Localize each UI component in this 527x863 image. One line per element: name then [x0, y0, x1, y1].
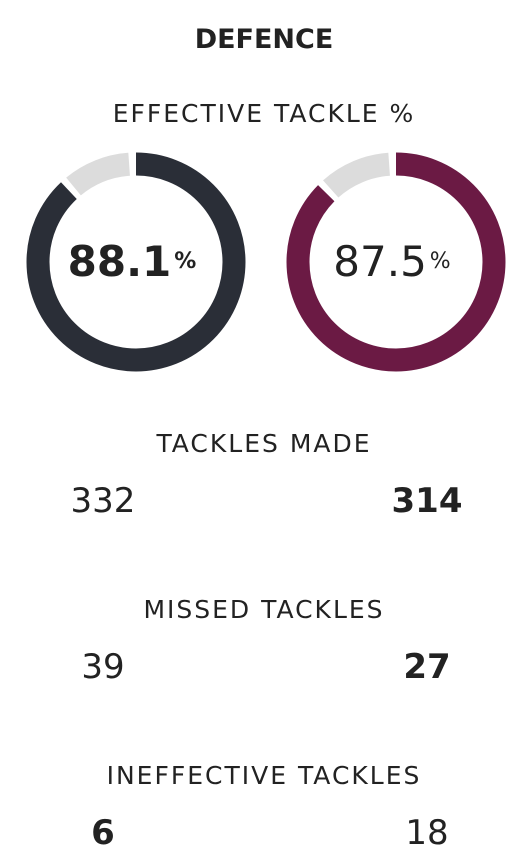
donut-arc: [286, 152, 506, 372]
stat-value: 332: [71, 481, 136, 521]
stat-value: 27: [403, 647, 450, 687]
value-number: 88.1: [68, 237, 172, 286]
donut-value: 87.5%: [333, 237, 450, 286]
stat-value: 314: [392, 481, 463, 521]
stat-value: 6: [91, 813, 115, 853]
stat-value: 39: [81, 647, 124, 687]
stat-value: 18: [405, 813, 448, 853]
donut: [286, 152, 506, 372]
donut-value: 88.1%: [68, 237, 197, 286]
value-unit: %: [430, 249, 451, 274]
stat-label: INEFFECTIVE TACKLES: [107, 761, 422, 790]
donut-arc: [26, 152, 246, 372]
section-title: DEFENCE: [195, 24, 334, 55]
value-unit: %: [174, 249, 196, 274]
value-number: 87.5: [333, 237, 427, 286]
stat-label: MISSED TACKLES: [143, 595, 384, 624]
stat-label: TACKLES MADE: [155, 429, 371, 458]
metric-label: EFFECTIVE TACKLE %: [113, 99, 416, 128]
donut: [26, 152, 246, 372]
